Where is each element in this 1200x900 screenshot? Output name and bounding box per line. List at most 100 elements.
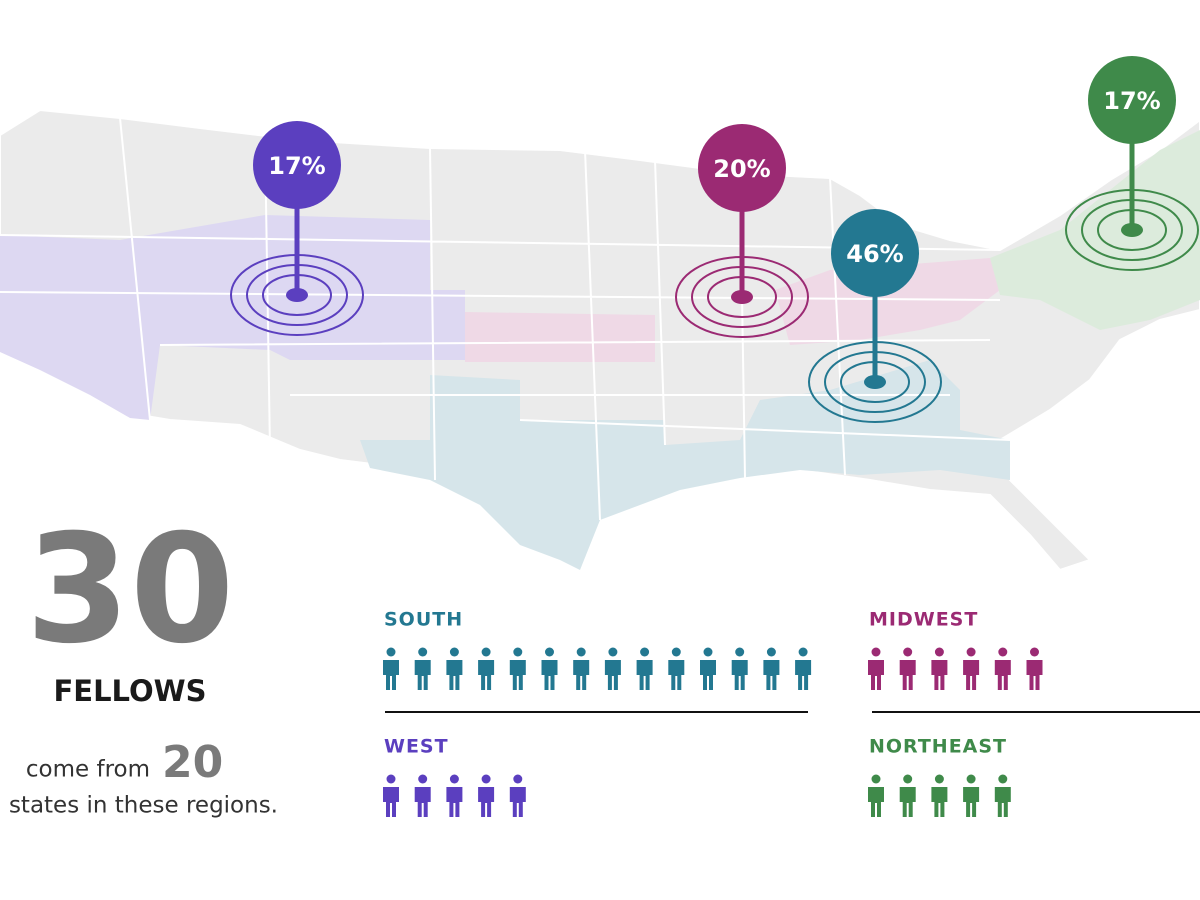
icon-body xyxy=(931,787,948,817)
icon-body xyxy=(541,660,558,690)
fellow-icon xyxy=(868,647,884,690)
fellow-icon xyxy=(668,647,685,690)
fellow-icon xyxy=(763,647,780,690)
west-region xyxy=(0,215,465,420)
fellow-icon xyxy=(478,647,495,690)
region-label: NORTHEAST xyxy=(869,736,1007,758)
icon-body xyxy=(899,660,916,690)
fellows-label: FELLOWS xyxy=(53,674,206,708)
states-text: states in these regions. xyxy=(9,793,278,819)
fellow-icon xyxy=(931,774,948,817)
icon-head xyxy=(386,647,396,657)
fellow-icon xyxy=(931,647,948,690)
fellow-icon xyxy=(868,774,884,817)
icon-head xyxy=(903,647,913,657)
fellow-icons xyxy=(868,774,1011,817)
states-count: 20 xyxy=(162,737,223,788)
icon-body xyxy=(795,660,812,690)
pin-dot xyxy=(731,290,753,304)
icon-body xyxy=(478,660,495,690)
fellow-icon xyxy=(383,774,399,817)
pin: 17% xyxy=(1065,56,1199,271)
icon-head xyxy=(449,774,459,784)
icon-body xyxy=(446,787,463,817)
fellow-icon xyxy=(446,774,463,817)
icon-body xyxy=(414,660,431,690)
icon-body xyxy=(994,660,1011,690)
icon-head xyxy=(871,647,881,657)
fellow-icons xyxy=(868,647,1043,690)
fellow-icon xyxy=(731,647,748,690)
icon-body xyxy=(573,660,590,690)
icon-head xyxy=(735,647,745,657)
icon-head xyxy=(998,647,1008,657)
icon-head xyxy=(766,647,776,657)
icon-head xyxy=(1030,647,1039,657)
pin: 46% xyxy=(808,209,942,423)
icon-head xyxy=(966,774,976,784)
icon-body xyxy=(931,660,948,690)
icon-head xyxy=(640,647,650,657)
icon-head xyxy=(513,647,523,657)
icon-head xyxy=(966,647,976,657)
icon-body xyxy=(700,660,716,690)
fellow-icon xyxy=(1026,647,1043,690)
icon-head xyxy=(671,647,681,657)
pin: 17% xyxy=(230,121,364,336)
icon-head xyxy=(481,647,491,657)
pin-head xyxy=(698,124,786,212)
icon-body xyxy=(868,660,884,690)
icon-head xyxy=(998,774,1008,784)
pins: 17% 20% 46% 17% xyxy=(230,56,1199,423)
fellow-icon xyxy=(604,647,621,690)
us-map xyxy=(0,108,1200,572)
region-label: WEST xyxy=(384,736,449,758)
fellow-icon xyxy=(541,647,558,690)
fellow-icon xyxy=(994,774,1011,817)
fellow-icon xyxy=(414,774,431,817)
icon-body xyxy=(763,660,780,690)
fellow-icon xyxy=(899,647,916,690)
icon-head xyxy=(608,647,618,657)
come-from: come from xyxy=(26,757,150,783)
pin-head xyxy=(1088,56,1176,144)
pin-head xyxy=(831,209,919,297)
icon-body xyxy=(414,787,431,817)
fellow-icon xyxy=(994,647,1011,690)
south-region xyxy=(360,360,1010,570)
pin-head xyxy=(253,121,341,209)
icon-body xyxy=(383,660,399,690)
icon-head xyxy=(934,774,944,784)
fellow-icon xyxy=(795,647,812,690)
icon-body xyxy=(509,660,526,690)
pin-label: 46% xyxy=(846,240,903,268)
icon-body xyxy=(731,660,748,690)
fellow-icons xyxy=(383,647,812,690)
icon-head xyxy=(513,774,523,784)
region: SOUTH xyxy=(383,609,812,690)
icon-head xyxy=(871,774,881,784)
icon-head xyxy=(481,774,491,784)
fellow-icon xyxy=(383,647,399,690)
fellow-icon xyxy=(636,647,653,690)
fellow-icon xyxy=(509,647,526,690)
fellow-icon xyxy=(899,774,916,817)
summary: 30 FELLOWS come from 20 states in these … xyxy=(9,503,278,819)
pin-label: 17% xyxy=(1103,87,1160,115)
icon-head xyxy=(903,774,913,784)
icon-body xyxy=(994,787,1011,817)
fellow-icon xyxy=(573,647,590,690)
icon-body xyxy=(963,787,980,817)
icon-body xyxy=(604,660,621,690)
icon-body xyxy=(1026,660,1043,690)
fellow-icons xyxy=(383,774,526,817)
icon-head xyxy=(934,647,944,657)
icon-head xyxy=(576,647,586,657)
icon-head xyxy=(418,774,428,784)
fellow-icon xyxy=(700,647,716,690)
midwest-region xyxy=(465,312,655,362)
icon-head xyxy=(545,647,554,657)
pin: 20% xyxy=(675,124,809,338)
